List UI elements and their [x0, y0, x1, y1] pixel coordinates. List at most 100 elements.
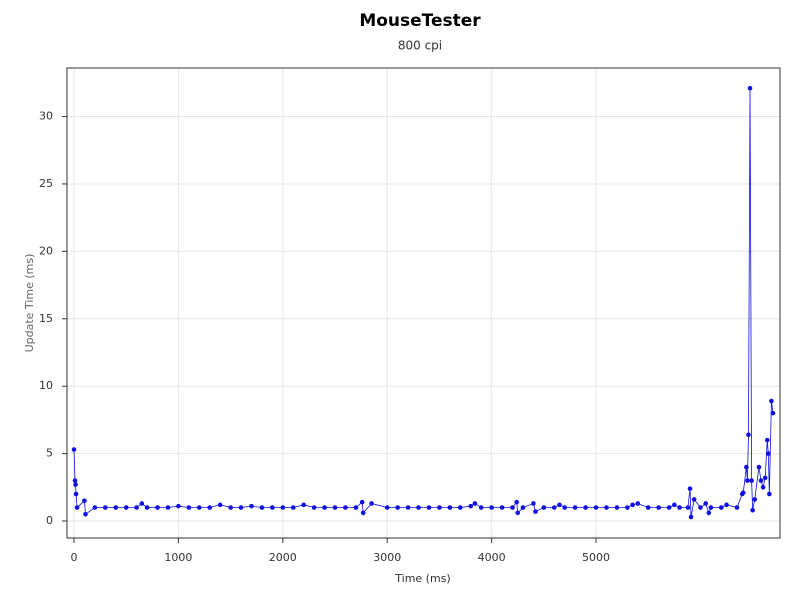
data-point [83, 511, 88, 517]
y-tick-label: 10 [39, 379, 53, 392]
data-point [604, 505, 609, 510]
plot-frame [66, 67, 781, 539]
data-point [533, 509, 538, 514]
data-point [360, 510, 366, 516]
data-point [551, 505, 557, 510]
chart-title: MouseTester [359, 11, 481, 31]
data-point [758, 478, 764, 483]
y-tick-label: 25 [39, 177, 53, 190]
y-tick-label: 15 [39, 312, 53, 325]
x-tick-label: 2000 [269, 551, 297, 564]
data-point [656, 505, 661, 510]
data-point [301, 502, 306, 508]
data-point [614, 505, 620, 510]
data-point [489, 505, 494, 510]
data-point [165, 505, 171, 510]
data-point [311, 505, 317, 510]
data-point [645, 505, 651, 510]
data-point [384, 505, 390, 510]
data-point [369, 501, 374, 506]
data-point [688, 514, 694, 520]
data-point [270, 505, 275, 510]
data-point [353, 505, 359, 510]
data-point [752, 497, 758, 502]
data-point [74, 505, 80, 510]
data-point [499, 505, 505, 510]
data-point [447, 505, 453, 510]
data-point [71, 447, 77, 452]
data-point [749, 478, 754, 483]
data-point [740, 490, 746, 495]
data-point [531, 501, 536, 506]
data-point [756, 464, 762, 470]
data-point [176, 503, 181, 509]
data-point [583, 505, 588, 510]
x-tick-label: 1000 [164, 551, 192, 564]
data-point [290, 505, 296, 510]
data-point [196, 505, 202, 510]
data-point [207, 505, 213, 510]
data-point [572, 505, 578, 510]
data-point [322, 505, 327, 510]
data-point [520, 505, 526, 510]
data-point [687, 486, 693, 491]
data-point [706, 510, 712, 516]
data-point [332, 505, 338, 510]
data-point [635, 501, 641, 506]
data-point [562, 505, 568, 510]
data-point [719, 505, 724, 510]
data-point [514, 499, 519, 505]
data-point [625, 505, 630, 510]
data-point [764, 437, 770, 443]
x-axis-label: Time (ms) [394, 572, 450, 585]
data-point [746, 432, 751, 438]
data-point [541, 505, 547, 510]
data-point [73, 482, 78, 487]
data-point [685, 505, 691, 510]
data-point [744, 464, 749, 470]
data-point [144, 505, 150, 510]
data-point [677, 505, 682, 510]
x-tick-label: 5000 [582, 551, 610, 564]
data-point [515, 510, 521, 516]
data-point [134, 505, 139, 510]
x-tick-label: 0 [70, 551, 77, 564]
data-point [630, 502, 635, 508]
data-point [703, 501, 708, 506]
y-tick-label: 5 [46, 447, 53, 460]
data-point [139, 501, 145, 506]
data-point [691, 497, 697, 502]
y-axis-label: Update Time (ms) [23, 254, 36, 353]
data-point [724, 502, 729, 508]
data-point [92, 505, 98, 510]
data-point [458, 505, 463, 510]
data-point [359, 499, 365, 505]
y-tick-label: 20 [39, 244, 53, 257]
data-point [734, 505, 740, 510]
data-point [343, 505, 348, 510]
data-point [698, 505, 703, 510]
data-point [155, 505, 160, 510]
data-point [228, 505, 233, 510]
data-point [762, 475, 768, 481]
data-point [416, 505, 421, 510]
data-point [468, 503, 474, 509]
data-point [72, 478, 78, 483]
data-point [557, 502, 562, 508]
data-point [770, 410, 776, 416]
x-tick-label: 4000 [478, 551, 506, 564]
data-point [593, 505, 599, 510]
data-point [82, 498, 87, 504]
data-point [259, 505, 265, 510]
data-point [395, 505, 400, 510]
y-tick-label: 0 [46, 514, 53, 527]
data-point [769, 398, 774, 404]
data-point [103, 505, 108, 510]
data-point [426, 505, 432, 510]
y-tick-label: 30 [39, 110, 53, 123]
data-point [666, 505, 672, 510]
data-point [113, 505, 119, 510]
data-point [238, 505, 244, 510]
data-point [672, 502, 677, 508]
data-point [472, 501, 478, 506]
